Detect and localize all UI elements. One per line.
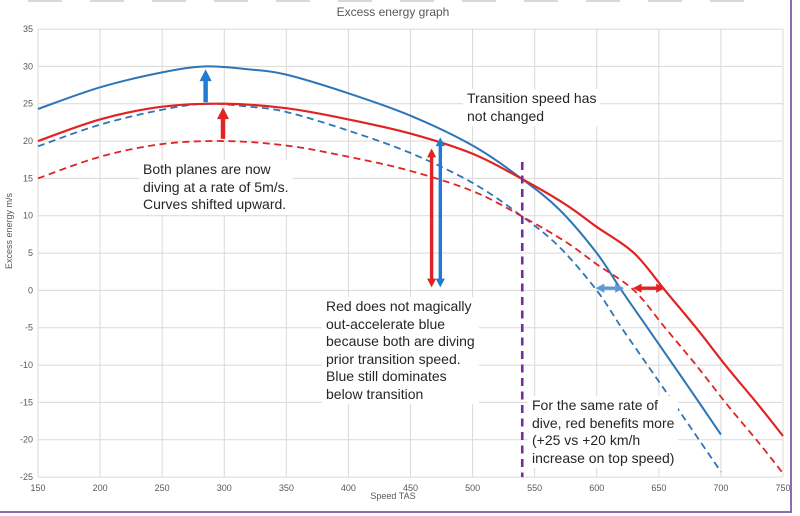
y-tick-label: -10 <box>20 360 33 370</box>
arrowhead-red-topspeed-gain <box>656 283 666 293</box>
x-tick-label: 550 <box>527 483 542 493</box>
x-tick-label: 750 <box>775 483 790 493</box>
x-tick-label: 300 <box>217 483 232 493</box>
arrowhead-blue-topspeed-gain <box>595 283 605 293</box>
x-tick-label: 700 <box>713 483 728 493</box>
x-tick-label: 450 <box>403 483 418 493</box>
chart-title: Excess energy graph <box>336 5 450 19</box>
annotation-same-rate-of-dive: For the same rate of dive, red benefits … <box>528 396 679 468</box>
x-tick-label: 650 <box>651 483 666 493</box>
y-tick-label: 10 <box>23 211 33 221</box>
y-tick-label: 15 <box>23 173 33 183</box>
arrowhead-red-excess-gap <box>427 148 437 158</box>
x-tick-label: 500 <box>465 483 480 493</box>
x-tick-label: 200 <box>93 483 108 493</box>
window-border-right <box>790 0 792 513</box>
annotation-red-not-magic: Red does not magically out-accelerate bl… <box>322 297 479 404</box>
annotation-transition-speed: Transition speed has not changed <box>463 89 601 126</box>
y-tick-label: -20 <box>20 435 33 445</box>
x-tick-label: 350 <box>279 483 294 493</box>
series-blue-diving-solid <box>37 65 722 436</box>
y-tick-label: 35 <box>23 24 33 34</box>
arrowhead-blue-excess-gap <box>435 137 445 147</box>
arrowhead-blue-excess-gap <box>435 278 445 288</box>
y-tick-label: 30 <box>23 61 33 71</box>
arrowhead-blue-peak-shift <box>199 69 212 82</box>
x-tick-label: 150 <box>30 483 45 493</box>
y-tick-label: -15 <box>20 397 33 407</box>
x-tick-label: 250 <box>155 483 170 493</box>
y-tick-label: 25 <box>23 99 33 109</box>
y-tick-label: 5 <box>28 248 33 258</box>
y-tick-label: 0 <box>28 285 33 295</box>
arrowhead-red-peak-shift <box>216 107 230 120</box>
arrowhead-red-topspeed-gain <box>632 283 642 293</box>
arrowhead-blue-topspeed-gain <box>615 283 625 293</box>
y-tick-label: -25 <box>20 472 33 482</box>
x-axis-label: Speed TAS <box>370 491 416 501</box>
x-tick-label: 400 <box>341 483 356 493</box>
y-tick-label: -5 <box>25 323 33 333</box>
annotation-both-planes: Both planes are now diving at a rate of … <box>139 160 293 215</box>
arrowhead-red-excess-gap <box>427 278 437 288</box>
x-tick-label: 600 <box>589 483 604 493</box>
y-tick-label: 20 <box>23 136 33 146</box>
window-border-bottom <box>0 511 792 513</box>
cropped-cells-artifact <box>28 0 772 2</box>
